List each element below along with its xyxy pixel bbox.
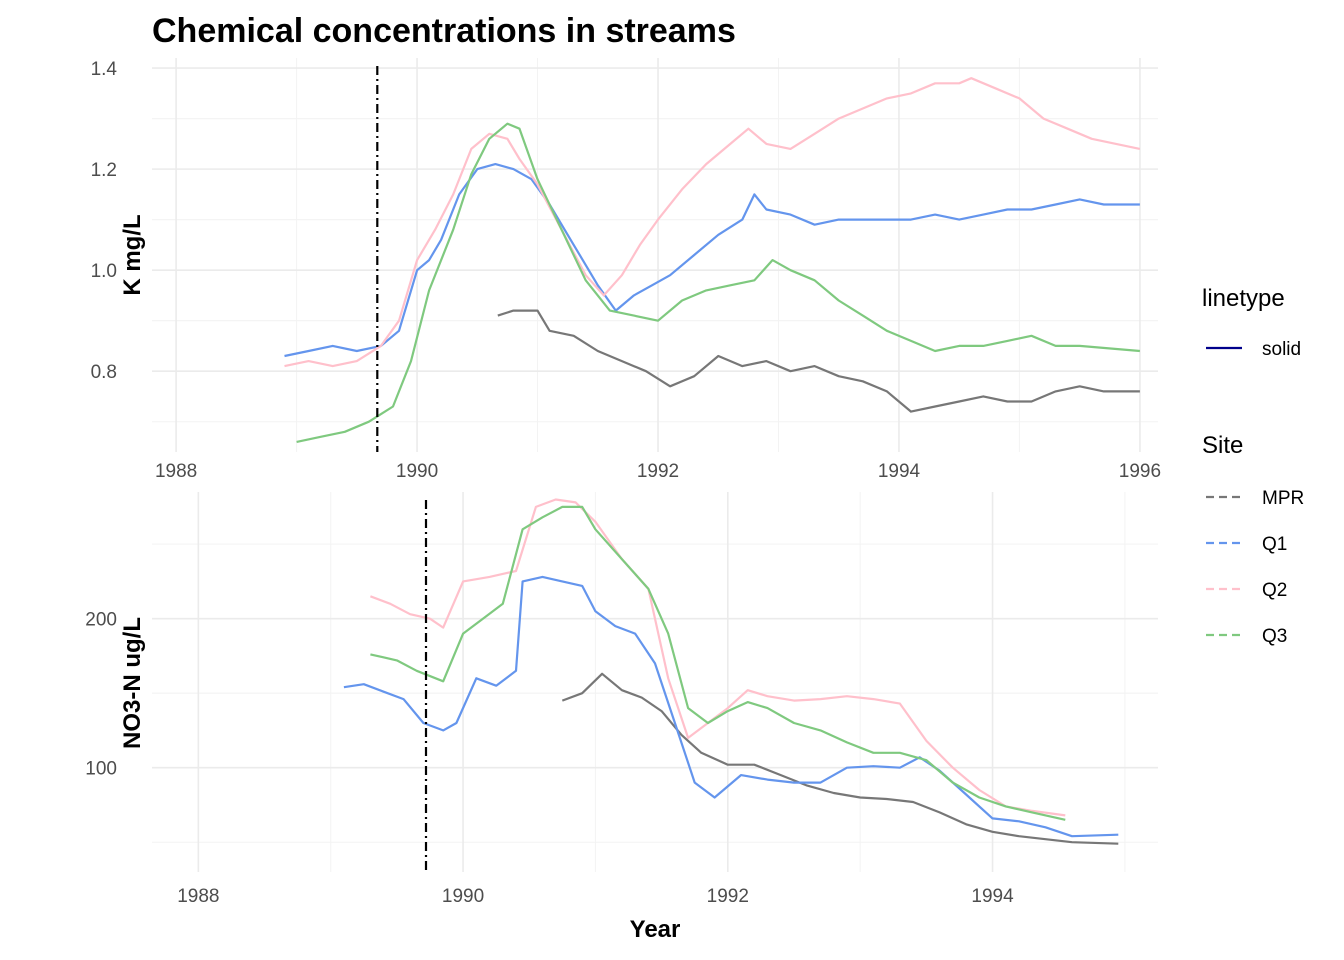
series-lines xyxy=(284,77,1141,443)
series-line-q1 xyxy=(284,163,1140,358)
gridlines xyxy=(152,58,1158,452)
x-tick-k: 1988 xyxy=(155,461,197,482)
series-line-q3 xyxy=(296,122,1140,443)
y-tick-k: 1.0 xyxy=(91,261,117,282)
y-tick-k: 1.4 xyxy=(91,59,118,80)
legend-site-keys xyxy=(1206,495,1242,637)
chart-title: Chemical concentrations in streams xyxy=(152,12,736,50)
x-tick-no3: 1992 xyxy=(707,886,749,907)
legend-label-q1: Q1 xyxy=(1262,534,1287,555)
x-tick-k: 1992 xyxy=(637,461,679,482)
x-tick-k: 1994 xyxy=(878,461,921,482)
series-line-q2 xyxy=(370,498,1066,817)
series-line-q2 xyxy=(284,77,1141,368)
x-axis-label: Year xyxy=(630,916,681,943)
legend-linetype-title: linetype xyxy=(1202,285,1285,312)
gridlines xyxy=(152,492,1158,872)
legend-label-q2: Q2 xyxy=(1262,580,1287,601)
y-axis-label-no3: NO3-N ug/L xyxy=(119,617,146,749)
y-axis-label-k: K mg/L xyxy=(119,214,146,295)
x-tick-k: 1996 xyxy=(1119,461,1161,482)
x-tick-no3: 1994 xyxy=(971,886,1014,907)
legend-label-solid: solid xyxy=(1262,339,1301,360)
x-tick-no3: 1990 xyxy=(442,886,484,907)
y-tick-no3: 100 xyxy=(85,759,117,780)
series-line-q3 xyxy=(370,505,1066,821)
legend-label-q3: Q3 xyxy=(1262,626,1287,647)
legend-site-title: Site xyxy=(1202,432,1243,459)
y-tick-k: 0.8 xyxy=(91,362,117,383)
series-line-mpr xyxy=(561,672,1119,845)
series-line-mpr xyxy=(497,309,1140,413)
y-tick-no3: 200 xyxy=(85,610,117,631)
x-tick-k: 1990 xyxy=(396,461,438,482)
x-tick-no3: 1988 xyxy=(177,886,219,907)
legend: linetype solid Site MPR Q1 Q2 Q3 xyxy=(1202,285,1304,647)
y-tick-k: 1.2 xyxy=(91,160,117,181)
panel-potassium: 0.8 1.0 1.2 1.4 1988 1990 1992 1994 1996 xyxy=(91,58,1161,482)
series-lines xyxy=(343,498,1119,845)
panel-nitrate: 100 200 1988 1990 1992 1994 xyxy=(85,492,1158,907)
legend-label-mpr: MPR xyxy=(1262,488,1304,509)
